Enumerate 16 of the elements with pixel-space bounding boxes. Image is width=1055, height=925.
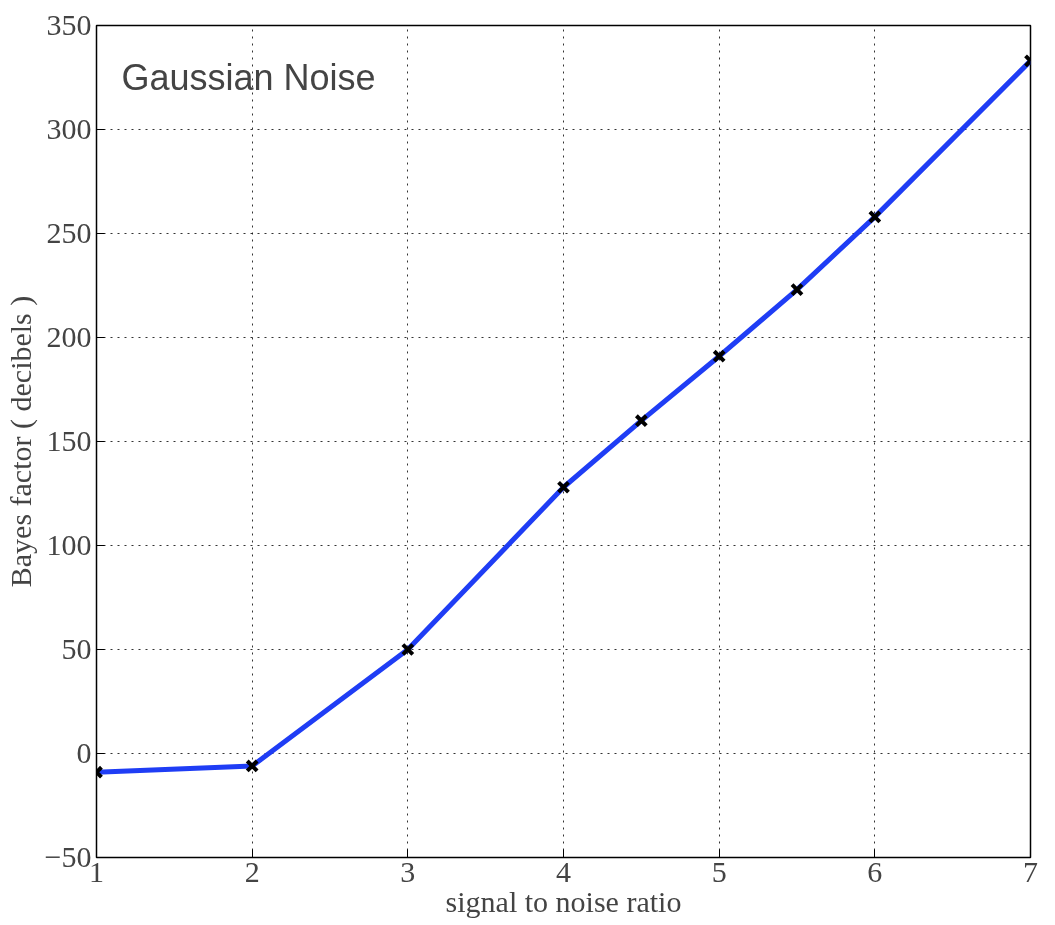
x-tick-label: 7 <box>1023 854 1038 888</box>
y-tick-label: 150 <box>46 424 92 457</box>
x-tick-label: 5 <box>711 854 727 888</box>
y-tick-label: 200 <box>46 320 92 353</box>
annotation: Gaussian Noise <box>121 56 376 98</box>
y-axis-title: Bayes factor ( decibels ) <box>3 295 38 588</box>
y-tick-label: 50 <box>61 632 92 665</box>
y-tick-label: 100 <box>46 528 92 561</box>
x-tick-label: 6 <box>867 854 883 888</box>
y-tick-label: 0 <box>76 736 92 769</box>
y-tick-label: 250 <box>46 216 92 249</box>
y-tick-label: 350 <box>46 8 92 41</box>
y-tick-label: −50 <box>44 840 92 873</box>
x-tick-label: 2 <box>244 854 260 888</box>
y-tick-label: 300 <box>46 112 92 145</box>
x-tick-label: 3 <box>400 854 416 888</box>
